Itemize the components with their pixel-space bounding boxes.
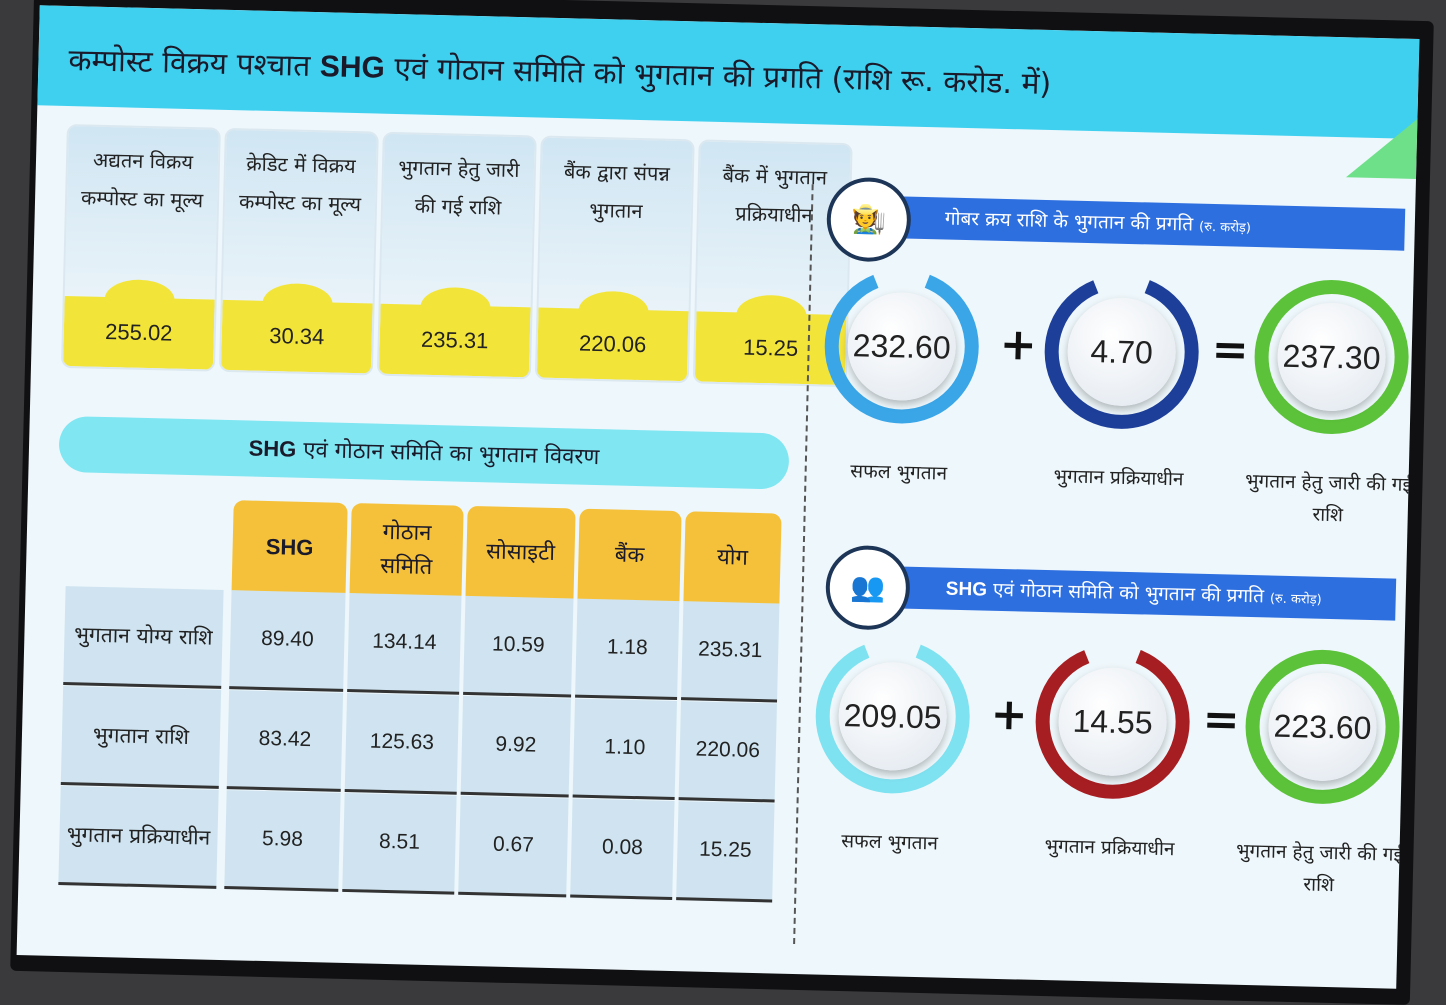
plus-sign: +: [999, 318, 1038, 371]
section-heading: SHG एवं गोठान समिति का भुगतान विवरण: [58, 415, 790, 490]
table-cell: 5.98: [224, 790, 341, 892]
table-header: SHG: [231, 500, 348, 595]
table-header: बैंक: [577, 508, 682, 604]
table-cell: 0.67: [458, 795, 569, 898]
table-cell: 125.63: [344, 692, 460, 795]
ring-stroke: [1254, 279, 1409, 434]
card-value: 235.31: [378, 303, 531, 378]
gobar-progress-rings: 232.60 सफल भुगतान 4.70 भुगतान प्रक्रियाधीन 2…: [40, 5, 1420, 526]
table-cell: 9.92: [460, 695, 572, 798]
table-cell: 134.14: [347, 593, 462, 695]
ring-stroke: [815, 639, 970, 794]
card-released-amount: भुगतान हेतु जारी की गई राशि 235.31: [376, 131, 537, 380]
plus-sign: +: [990, 688, 1029, 741]
ring-arc: [1044, 274, 1199, 429]
card-bank-paid: बैंक द्वारा संपन्न भुगतान 220.06: [534, 135, 695, 384]
ring-caption: भुगतान हेतु जारी की गई राशि: [1235, 839, 1404, 897]
ring-caption: भुगतान प्रक्रियाधीन: [1053, 465, 1184, 491]
ring-caption: सफल भुगतान: [850, 460, 948, 485]
table-cell: 220.06: [678, 701, 777, 803]
table-cell: 0.08: [570, 798, 675, 900]
equals-sign: =: [1211, 324, 1250, 376]
table-cell: 10.59: [463, 595, 574, 698]
table-cell: 235.31: [681, 601, 780, 703]
table-cell: 83.42: [226, 690, 344, 792]
table-cell: 8.51: [342, 792, 457, 895]
table-cell: 1.18: [575, 598, 680, 701]
card-value: 220.06: [536, 307, 689, 382]
shg-progress-banner: SHG एवं गोठान समिति को भुगतान की प्रगति …: [865, 565, 1397, 621]
card-credit-value: क्रेडिट में विक्रय कम्पोस्ट का मूल्य 30.…: [218, 127, 379, 376]
card-sales-value: अद्यतन विक्रय कम्पोस्ट का मूल्य 255.02: [60, 123, 221, 372]
ring-caption: सफल भुगतान: [840, 830, 939, 855]
ring-arc: [815, 639, 970, 794]
ring-stroke: [1245, 649, 1400, 804]
ring-caption: भुगतान प्रक्रियाधीन: [1044, 835, 1175, 861]
ring-caption: भुगतान हेतु जारी की गई राशि: [1244, 469, 1413, 527]
card-value: 255.02: [63, 295, 215, 370]
table-header: गोठान समिति: [349, 503, 464, 598]
progress-ring: 14.55: [1031, 640, 1195, 804]
table-cell: 15.25: [676, 801, 775, 903]
card-value: 30.34: [220, 299, 373, 374]
progress-ring: 4.70: [1040, 270, 1204, 434]
people-group-icon: 👥: [824, 544, 911, 631]
ring-stroke: [824, 269, 979, 424]
farmer-cow-icon: 🧑‍🌾: [825, 176, 912, 263]
table-cell: 89.40: [229, 590, 346, 692]
ring-arc: [1254, 279, 1409, 434]
row-label: भुगतान राशि: [60, 686, 222, 789]
ring-arc: [1245, 649, 1400, 804]
row-label: भुगतान योग्य राशि: [63, 586, 224, 689]
ring-arc: [824, 269, 979, 424]
progress-ring: 237.30: [1250, 275, 1414, 439]
equals-sign: =: [1202, 693, 1241, 746]
progress-ring: 223.60: [1241, 645, 1405, 809]
shg-progress-rings: 209.05 सफल भुगतान 14.55 भुगतान प्रक्रियाधीन…: [40, 5, 1420, 896]
presentation-slide: कम्पोस्ट विक्रय पश्चात SHG एवं गोठान समि…: [16, 5, 1420, 989]
header-decoration: [1345, 117, 1418, 179]
table-header: योग: [683, 511, 782, 606]
progress-ring: 232.60: [820, 265, 984, 429]
ring-arc: [1035, 644, 1190, 799]
progress-ring: 209.05: [811, 634, 975, 798]
table-header: सोसाइटी: [465, 505, 576, 601]
gobar-banner: गोबर क्रय राशि के भुगतान की प्रगति (रु. …: [864, 195, 1406, 251]
row-label: भुगतान प्रक्रियाधीन: [58, 786, 219, 889]
table-cell: 1.10: [572, 698, 678, 801]
